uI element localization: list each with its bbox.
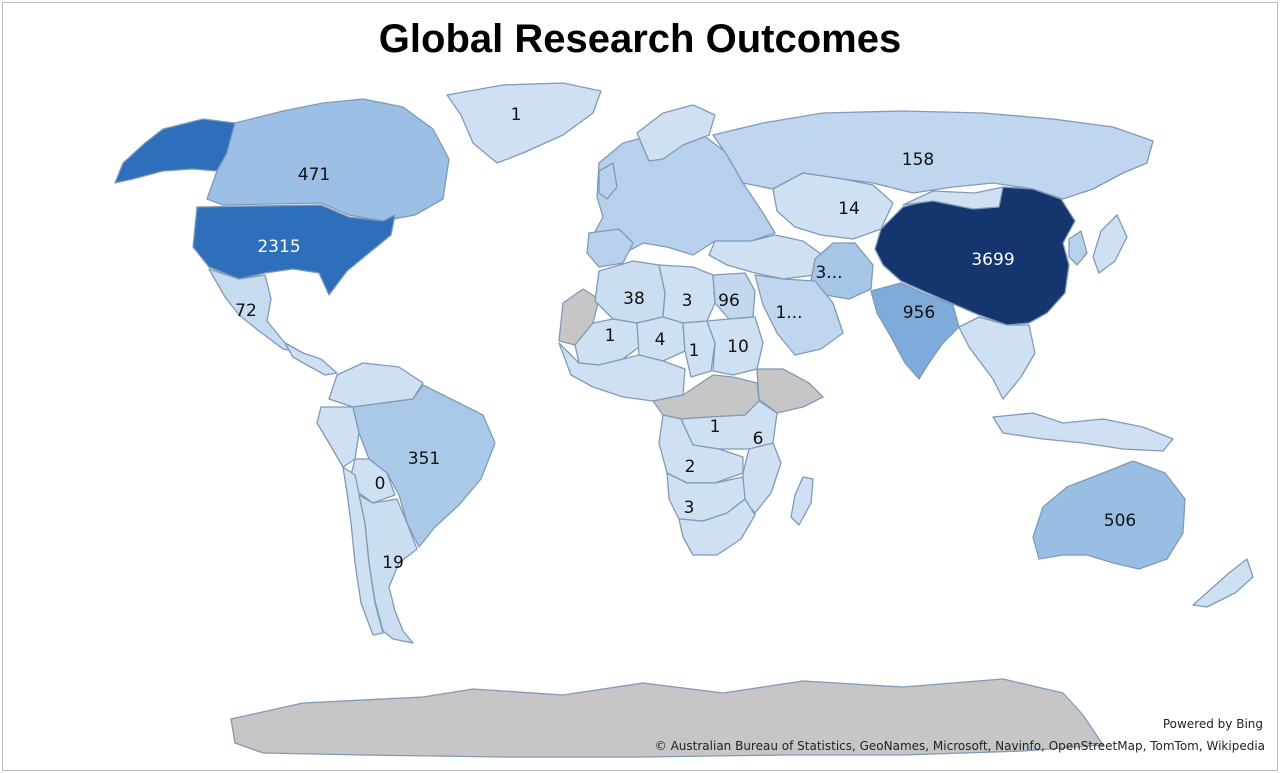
value-label-sudan: 10 [727,337,749,357]
region-zambia[interactable] [658,414,744,484]
region-chile[interactable] [342,466,384,636]
value-label-mali: 1 [604,326,616,346]
value-label-libya: 3 [681,291,693,311]
region-united-kingdom[interactable] [598,162,618,200]
region-canada[interactable] [206,98,450,222]
region-mongolia[interactable] [902,186,1004,210]
region-antarctica[interactable] [230,678,1104,758]
value-label-greenland: 1 [510,105,522,125]
region-india[interactable] [870,282,960,380]
region-south-africa[interactable] [678,498,756,556]
value-label-mexico: 72 [235,301,257,321]
value-label-kazakhstan: 14 [838,199,860,219]
world-map [114,82,1254,758]
region-peru[interactable] [316,406,360,468]
region-japan[interactable] [1092,214,1128,274]
region-united-states[interactable] [192,204,396,296]
value-label-algeria: 38 [623,289,645,309]
region-scandinavia[interactable] [636,104,716,162]
value-label-chad: 1 [688,341,700,361]
value-label-niger: 4 [654,330,666,350]
region-australia[interactable] [1032,460,1186,570]
value-label-mozambique: 6 [752,429,764,449]
region-new-zealand[interactable] [1192,558,1254,608]
region-korea[interactable] [1068,230,1088,266]
powered-by-credit: Powered by Bing [1162,717,1263,731]
value-label-united-states: 2315 [257,237,301,257]
value-label-china: 3699 [971,250,1015,270]
region-iberia[interactable] [586,228,634,268]
value-label-canada: 471 [297,165,331,185]
value-label-australia: 506 [1103,511,1137,531]
region-central-america[interactable] [284,342,338,376]
region-mozambique[interactable] [742,442,782,514]
map-attribution: © Australian Bureau of Statistics, GeoNa… [654,739,1265,753]
region-madagascar[interactable] [790,476,814,526]
value-label-saudi-arabia: 1... [775,303,803,323]
value-label-tanzania: 1 [709,417,721,437]
region-southeast-asia[interactable] [958,316,1036,400]
region-west-africa[interactable] [558,342,686,402]
value-label-pakistan: 3... [815,263,843,283]
region-saudi-arabia[interactable] [754,274,844,356]
region-horn-of-africa[interactable] [756,368,824,414]
region-indonesia[interactable] [992,412,1174,452]
value-label-botswana: 3 [683,498,695,518]
region-argentina[interactable] [358,494,418,644]
value-label-russia: 158 [901,150,935,170]
value-label-zambia: 2 [684,457,696,477]
value-label-argentina: 19 [382,553,404,573]
value-label-india: 956 [902,303,936,323]
region-greenland[interactable] [446,82,602,164]
value-label-brazil: 351 [407,449,441,469]
region-middle-east-north[interactable] [708,234,826,280]
value-label-bolivia: 0 [374,474,386,494]
value-label-egypt: 96 [718,291,740,311]
map-title: Global Research Outcomes [378,17,902,61]
